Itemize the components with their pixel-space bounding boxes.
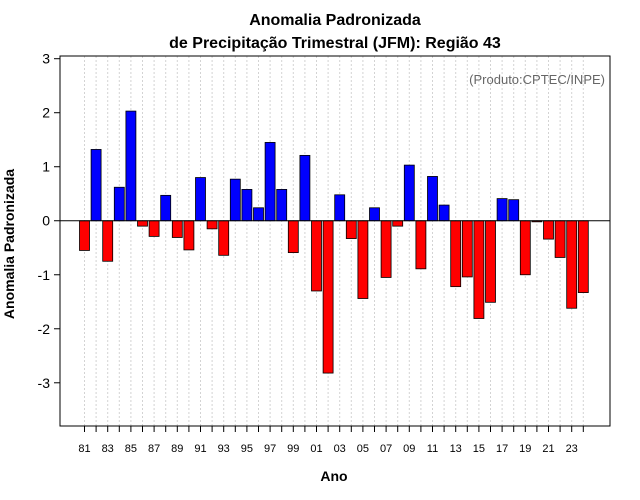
bar-14 [461,220,473,278]
x-tick-label: 97 [264,443,276,455]
bar-19 [519,220,531,276]
bar-21 [543,220,554,240]
x-tick-label: 83 [102,443,114,455]
x-tick-label: 95 [241,443,253,455]
bar-16 [485,220,496,303]
bar-22 [554,220,566,258]
bar-96 [253,207,264,222]
bar-18 [508,199,520,222]
y-tick-label: 1 [42,159,50,175]
x-tick-label: 21 [542,443,554,455]
x-tick-label: 03 [334,443,346,455]
chart-subtitle: de Precipitação Trimestral (JFM): Região… [169,35,501,52]
bar-98 [276,189,288,222]
bar-83 [102,220,114,262]
bar-81 [79,220,90,251]
bar-02 [322,220,334,374]
bar-94 [229,178,241,222]
x-axis: 81 83 85 87 89 91 93 95 97 99 01 03 05 07 09 11 13 15 17 19… [78,426,584,455]
bar-12 [438,204,450,222]
bar-89 [171,220,183,238]
bar-07 [380,220,392,278]
bar-03 [334,194,346,222]
bar-01 [311,220,322,292]
bar-05 [357,220,369,299]
grid [84,56,584,426]
bar-85 [125,110,137,222]
bar-97 [264,142,276,222]
x-axis-title: Ano [320,468,347,484]
y-axis-title: Anomalia Padronizada [1,169,17,319]
y-tick-label: 0 [42,213,50,229]
x-tick-label: 07 [380,443,392,455]
x-tick-label: 13 [450,443,462,455]
x-tick-label: 17 [496,443,508,455]
bar-93 [218,220,230,256]
y-tick-label: -1 [38,267,51,283]
bar-15 [473,220,485,319]
x-tick-label: 85 [125,443,137,455]
x-tick-label: 89 [171,443,183,455]
chart-title: Anomalia Padronizada [249,12,421,29]
bar-90 [183,220,195,251]
bar-10 [415,220,427,270]
bar-13 [450,220,462,288]
product-annotation: (Produto:CPTEC/INPE) [469,72,605,87]
x-tick-label: 99 [287,443,299,455]
x-tick-label: 91 [194,443,206,455]
bar-06 [369,207,380,222]
bar-99 [287,220,299,254]
x-tick-label: 01 [310,443,322,455]
y-axis: -3 -2 -1 0 1 2 3 [38,51,60,391]
bar-24 [577,220,589,293]
bar-17 [496,198,508,222]
x-tick-label: 93 [218,443,230,455]
bar-87 [148,220,160,237]
x-tick-label: 81 [78,443,90,455]
bars [79,110,589,374]
bar-23 [566,220,578,309]
y-tick-label: 3 [42,51,50,67]
y-tick-label: 2 [42,105,50,121]
bar-00 [299,154,311,222]
x-tick-label: 09 [403,443,415,455]
plot-frame [59,55,611,427]
y-tick-label: -2 [38,321,51,337]
bar-92 [206,220,218,230]
x-tick-label: 23 [566,443,578,455]
bar-91 [195,177,206,222]
x-tick-label: 11 [427,443,438,455]
x-tick-label: 05 [357,443,369,455]
bar-82 [90,149,102,222]
bar-09 [403,164,415,222]
bar-86 [137,220,148,227]
y-tick-label: -3 [38,375,51,391]
x-tick-label: 15 [473,443,485,455]
bar-95 [241,189,253,222]
bar-88 [160,194,172,222]
bar-08 [392,220,404,227]
x-tick-label: 87 [148,443,160,455]
bar-04 [345,220,357,239]
x-tick-label: 19 [519,443,531,455]
bar-84 [113,186,125,222]
bar-11 [427,176,438,222]
